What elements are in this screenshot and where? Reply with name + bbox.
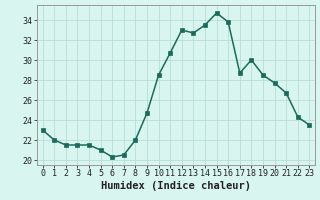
X-axis label: Humidex (Indice chaleur): Humidex (Indice chaleur) xyxy=(101,181,251,191)
